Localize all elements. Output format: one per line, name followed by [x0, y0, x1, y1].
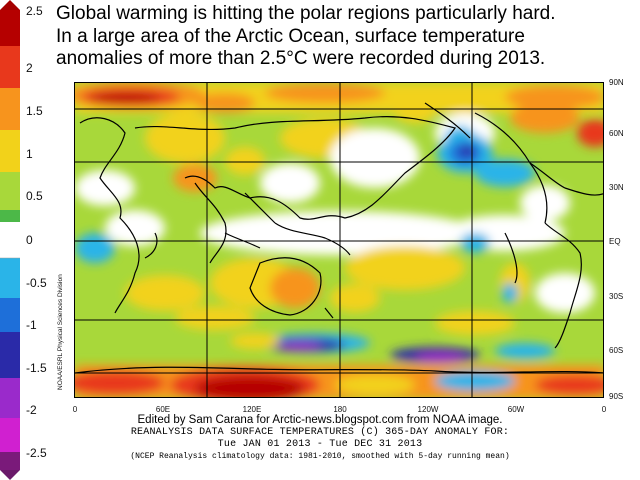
- scale-label-neg0_5: -0.5: [26, 276, 47, 290]
- lat-label-90n: 90N: [609, 78, 624, 87]
- scale-band-1: [0, 130, 20, 172]
- lat-lon-grid: [75, 83, 603, 397]
- headline: Global warming is hitting the polar regi…: [56, 3, 640, 71]
- lon-label-60w: 60W: [507, 405, 525, 414]
- dataset-description: REANALYSIS DATA SURFACE TEMPERATURES (C)…: [130, 427, 510, 438]
- lon-label-180: 180: [333, 405, 347, 414]
- scale-band-0_25: [0, 210, 20, 222]
- edit-credit: Edited by Sam Carana for Arctic-news.blo…: [137, 414, 503, 426]
- side-credit: NOAA/ESRL Physical Sciences Division: [57, 274, 64, 390]
- scale-label-neg1_5: -1.5: [26, 361, 47, 375]
- headline-line-1: Global warming is hitting the polar regi…: [56, 3, 556, 24]
- scale-top-arrow: [0, 0, 20, 10]
- lat-label-60n: 60N: [609, 129, 624, 138]
- scale-label-neg1: -1: [26, 318, 37, 332]
- lat-label-60s: 60S: [609, 346, 624, 355]
- anomaly-field: [75, 83, 603, 397]
- scale-band-1_5: [0, 88, 20, 130]
- lon-label-0-right: 0: [601, 405, 607, 414]
- lat-label-90s: 90S: [609, 392, 624, 401]
- lon-label-120e: 120E: [242, 405, 262, 414]
- anomaly-shading: [75, 83, 603, 397]
- headline-line-3: anomalies of more than 2.5°C were record…: [56, 48, 546, 69]
- scale-band-0: [0, 222, 20, 258]
- climatology-note: (NCEP Reanalysis climatology data: 1981-…: [130, 452, 510, 461]
- headline-line-2: In a large area of the Arctic Ocean, sur…: [56, 25, 525, 47]
- scale-label-2: 2: [26, 61, 33, 75]
- footer: Edited by Sam Carana for Arctic-news.blo…: [0, 414, 640, 462]
- lat-label-eq: EQ: [609, 237, 621, 246]
- scale-label-0: 0: [26, 233, 33, 247]
- scale-band-neg2_5: [0, 418, 20, 452]
- temperature-anomaly-map: [74, 82, 604, 398]
- lat-label-30n: 30N: [609, 183, 624, 192]
- lon-label-60e: 60E: [155, 405, 171, 414]
- scale-label-1_5: 1.5: [26, 104, 43, 118]
- date-range: Tue JAN 01 2013 - Tue DEC 31 2013: [217, 439, 423, 450]
- scale-label-2_5: 2.5: [26, 4, 43, 18]
- scale-band-neg1_5: [0, 332, 20, 378]
- lat-label-30s: 30S: [609, 292, 624, 301]
- scale-band-neg3: [0, 452, 20, 470]
- scale-band-neg1: [0, 298, 20, 332]
- scale-label-neg2: -2: [26, 403, 37, 417]
- scale-bottom-arrow: [0, 470, 20, 480]
- scale-label-0_5: 0.5: [26, 189, 43, 203]
- coastlines: [75, 102, 603, 374]
- scale-band-2_5: [0, 10, 20, 46]
- scale-band-2: [0, 46, 20, 88]
- scale-band-neg0_5: [0, 258, 20, 298]
- scale-label-1: 1: [26, 147, 33, 161]
- scale-band-0_5: [0, 172, 20, 210]
- color-scale-bar: [0, 0, 20, 480]
- lon-label-120w: 120W: [417, 405, 439, 414]
- scale-band-neg2: [0, 378, 20, 418]
- lon-label-0-left: 0: [72, 405, 78, 414]
- scale-label-neg2_5: -2.5: [26, 446, 47, 460]
